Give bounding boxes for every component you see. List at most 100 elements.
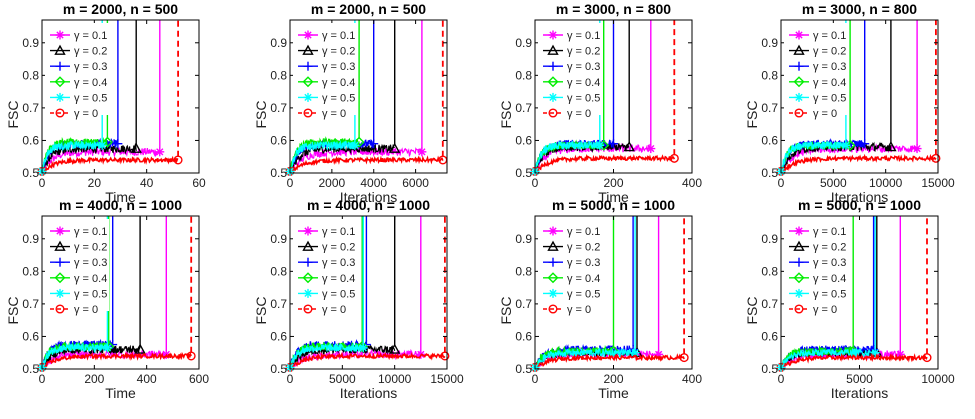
legend-marker-3: [303, 61, 313, 71]
chart-title: m = 4000, n = 1000: [59, 197, 182, 213]
series-line-6: [780, 352, 928, 371]
series-line-5: [534, 140, 601, 174]
y-axis-label: FSC: [5, 101, 21, 129]
legend-marker-2: [547, 240, 559, 251]
legend-marker-6: [303, 304, 313, 314]
legend: γ = 0.1 γ = 0.2 γ = 0.3 γ = 0.4 γ = 0.5 γ = 0: [538, 23, 602, 120]
series-end-marker-6: [173, 155, 183, 165]
legend-box: [538, 23, 602, 115]
legend-label: γ = 0.4: [813, 273, 846, 285]
series-end-marker-6: [679, 353, 689, 363]
legend-marker-6: [548, 108, 558, 118]
y-tick-label: 0.6: [761, 133, 778, 147]
series-line-6: [41, 155, 179, 174]
legend-marker-4: [547, 272, 559, 284]
legend-label: γ = 0: [74, 304, 98, 316]
legend-label: γ = 0.5: [322, 288, 355, 300]
series-end-marker-1: [155, 147, 165, 157]
series-line-5: [780, 347, 876, 370]
x-tick-label: 40: [140, 176, 154, 190]
axes-box: [780, 19, 939, 174]
y-tick-label: 0.5: [270, 362, 287, 376]
series-end-marker-4: [356, 340, 368, 352]
series-end-marker-6: [669, 153, 679, 163]
legend-marker-5: [794, 92, 804, 102]
axes-box: [289, 215, 448, 370]
subplot-5: 0.5 0.6 0.7 0.8 0.9 0 200 400 600 m = 4000, n = 1…: [5, 197, 209, 401]
legend-label: γ = 0.5: [567, 92, 600, 104]
series-end-marker-6: [931, 153, 941, 163]
legend-label: γ = 0.5: [813, 288, 846, 300]
legend: γ = 0.1 γ = 0.2 γ = 0.3 γ = 0.4 γ = 0.5 γ = 0: [293, 23, 357, 120]
y-tick-label: 0.7: [515, 101, 532, 115]
series-line-6: [534, 153, 676, 174]
legend-label: γ = 0.5: [322, 92, 355, 104]
y-tick-label: 0.8: [515, 264, 532, 278]
x-axis-label: Iterations: [340, 189, 398, 205]
legend-label: γ = 0: [322, 304, 346, 316]
legend: γ = 0.1 γ = 0.2 γ = 0.3 γ = 0.4 γ = 0.5 γ = 0: [784, 219, 848, 316]
y-tick-label: 0.8: [270, 264, 287, 278]
legend-marker-6: [794, 304, 804, 314]
series-line-5: [41, 342, 108, 370]
x-tick-label: 200: [84, 372, 104, 386]
y-tick-label: 0.7: [22, 297, 39, 311]
y-axis-label: FSC: [5, 297, 21, 325]
x-tick-label: 400: [682, 372, 702, 386]
x-tick-label: 10000: [921, 372, 955, 386]
y-tick-label: 0.5: [761, 166, 778, 180]
legend-marker-4: [54, 272, 66, 284]
series-end-marker-2: [388, 343, 401, 354]
y-tick-label: 0.6: [515, 133, 532, 147]
y-tick-label: 0.9: [270, 232, 287, 246]
legend-marker-1: [548, 30, 558, 40]
y-tick-label: 0.9: [515, 232, 532, 246]
chart-title: m = 2000, n = 500: [63, 1, 178, 17]
chart-title: m = 5000, n = 1000: [798, 197, 921, 213]
legend-marker-1: [794, 226, 804, 236]
legend: γ = 0.1 γ = 0.2 γ = 0.3 γ = 0.4 γ = 0.5 γ = 0: [538, 219, 602, 316]
y-tick-label: 0.6: [761, 329, 778, 343]
series-end-marker-5: [358, 343, 368, 353]
chart-title: m = 3000, n = 800: [802, 1, 917, 17]
series-line-2: [780, 141, 892, 174]
x-tick-label: 20: [88, 176, 102, 190]
x-axis-label: Iterations: [831, 189, 889, 205]
y-tick-label: 0.8: [515, 68, 532, 82]
y-tick-label: 0.7: [761, 101, 778, 115]
legend-marker-6: [548, 304, 558, 314]
x-tick-label: 15000: [921, 176, 955, 190]
chart-title: m = 3000, n = 800: [556, 1, 671, 17]
legend-box: [784, 219, 848, 311]
legend-label: γ = 0.1: [567, 226, 600, 238]
series-line-6: [780, 153, 937, 174]
legend-marker-6: [55, 304, 65, 314]
series-end-marker-2: [134, 343, 146, 354]
legend-label: γ = 0.3: [74, 61, 107, 73]
series-end-marker-6: [922, 353, 932, 363]
legend-label: γ = 0: [567, 304, 591, 316]
legend-box: [45, 219, 109, 311]
legend-label: γ = 0.3: [567, 61, 600, 73]
legend-label: γ = 0.4: [322, 77, 355, 89]
legend-marker-6: [794, 108, 804, 118]
series-end-marker-3: [609, 139, 618, 149]
x-tick-label: 5000: [329, 372, 356, 386]
x-tick-label: 0: [39, 372, 46, 386]
y-tick-label: 0.7: [270, 101, 287, 115]
chart-title: m = 5000, n = 1000: [552, 197, 675, 213]
legend-marker-2: [793, 44, 805, 55]
y-tick-label: 0.9: [22, 36, 39, 50]
x-axis-label: Iterations: [340, 385, 398, 401]
x-tick-label: 15000: [430, 372, 464, 386]
legend-marker-6: [303, 108, 313, 118]
series-end-marker-1: [912, 144, 922, 154]
y-tick-label: 0.8: [761, 68, 778, 82]
subplot-3: 0.5 0.6 0.7 0.8 0.9 0 200 400 m = 3000, n = 800 T…: [498, 1, 702, 205]
legend-label: γ = 0.3: [322, 61, 355, 73]
legend-label: γ = 0.1: [322, 30, 355, 42]
legend-marker-1: [794, 30, 804, 40]
legend-label: γ = 0.2: [813, 242, 846, 254]
subplot-7: 0.5 0.6 0.7 0.8 0.9 0 200 400 m = 5000, n = 1000…: [498, 197, 702, 401]
